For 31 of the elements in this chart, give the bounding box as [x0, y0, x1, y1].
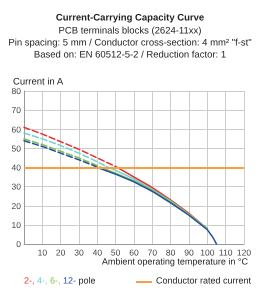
x-tick-label: 110 — [218, 248, 233, 258]
x-tick-label: 120 — [236, 248, 252, 258]
chart-title: Current-Carrying Capacity Curve — [56, 12, 204, 24]
x-tick-label: 30 — [74, 248, 84, 258]
x-tick-label: 10 — [38, 248, 48, 258]
y-axis-title: Current in A — [13, 76, 64, 88]
x-tick-label: 90 — [184, 248, 194, 258]
y-tick-label: 50 — [12, 143, 22, 154]
y-tick-label: 80 — [12, 86, 22, 96]
x-tick-label: 100 — [200, 248, 215, 258]
x-axis-title: Ambient operating temperature in °C — [102, 256, 248, 266]
text: 4-, — [37, 276, 48, 286]
y-tick-label: 60 — [12, 124, 22, 134]
y-tick-label: 20 — [12, 200, 22, 211]
y-tick-label: 30 — [12, 182, 22, 192]
x-tick-label: 60 — [129, 248, 139, 258]
chart-subtitle: PCB terminals blocks (2624-11xx) Pin spacing: 5 mm / Conductor cross-section: 4 mm² "f-st" Based on: EN 60512-5-2 / Reduction factor: 1 — [8, 26, 252, 60]
x-tick-label: 50 — [110, 248, 121, 258]
y-tick-label: 70 — [12, 105, 22, 116]
x-tick-label: 80 — [166, 248, 176, 258]
y-tick-label: 40 — [12, 162, 22, 172]
text: 2-, — [24, 276, 35, 286]
legend-label: Conductor rated current — [156, 276, 252, 286]
x-tick-label: 40 — [92, 248, 102, 258]
text: 12- — [63, 276, 76, 286]
text: 6-, — [50, 276, 61, 286]
x-tick-label: 70 — [148, 248, 158, 258]
legend-title: pole — [76, 276, 96, 286]
x-tick-label: 20 — [56, 248, 66, 258]
y-tick-label: 0 — [16, 239, 22, 249]
y-tick-label: 10 — [12, 220, 22, 230]
